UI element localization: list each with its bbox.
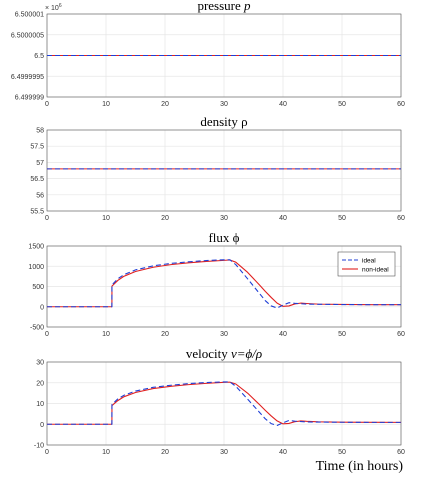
panel-title: pressure p — [197, 0, 251, 13]
series-line-non-ideal — [47, 259, 402, 308]
x-tick-label: 50 — [338, 101, 346, 108]
x-tick-label: 20 — [161, 101, 169, 108]
x-tick-label: 60 — [397, 215, 405, 222]
series-line-ideal — [47, 381, 401, 427]
y-tick-label: 20 — [36, 380, 44, 387]
x-tick-label: 10 — [102, 101, 110, 108]
y-tick-label: -10 — [34, 443, 44, 450]
y-tick-label: 6.5 — [34, 53, 44, 60]
y-tick-label: 1500 — [28, 244, 44, 251]
axes-frame — [46, 129, 402, 212]
x-tick-label: 40 — [279, 101, 287, 108]
y-tick-label: 57 — [36, 160, 44, 167]
x-tick-label: 40 — [279, 331, 287, 338]
chart-panel-2: 0 10 20 30 40 50 60 55.5 56 56.5 57 57.5 58 density ρ — [30, 114, 405, 222]
x-tick-label: 30 — [220, 331, 228, 338]
x-tick-label: 20 — [161, 215, 169, 222]
x-tick-label: 50 — [338, 449, 346, 456]
x-tick-label: 60 — [397, 101, 405, 108]
x-tick-label: 30 — [220, 101, 228, 108]
panel-title: velocity v=ϕ/ρ — [186, 346, 262, 361]
legend-label: ideal — [362, 257, 376, 264]
y-tick-label: 0 — [40, 304, 44, 311]
y-tick-label: 6.500001 — [15, 12, 44, 19]
x-tick-label: 0 — [45, 215, 49, 222]
axes-frame — [46, 245, 402, 328]
y-tick-label: -500 — [30, 325, 44, 332]
x-tick-label: 20 — [161, 331, 169, 338]
y-tick-label: 55.5 — [30, 209, 44, 216]
x-tick-label: 50 — [338, 215, 346, 222]
x-tick-label: 0 — [45, 331, 49, 338]
x-tick-label: 10 — [102, 215, 110, 222]
series-line-ideal — [47, 259, 401, 309]
y-tick-label: 500 — [32, 284, 44, 291]
x-tick-label: 30 — [220, 215, 228, 222]
y-exponent-label: × 106 — [45, 3, 62, 12]
x-tick-label: 20 — [161, 449, 169, 456]
panel-title: flux ϕ — [208, 230, 239, 245]
y-tick-label: 10 — [36, 401, 44, 408]
y-tick-label: 6.5000005 — [11, 32, 44, 39]
y-tick-label: 58 — [36, 128, 44, 135]
legend-box — [337, 251, 396, 277]
y-tick-label: 56 — [36, 192, 44, 199]
legend-label: non-ideal — [362, 266, 389, 273]
x-tick-label: 0 — [45, 101, 49, 108]
legend: ideal non-ideal — [337, 251, 396, 277]
y-tick-label: 6.499999 — [15, 95, 44, 102]
y-tick-label: 56.5 — [30, 176, 44, 183]
y-tick-label: 6.4999995 — [11, 74, 44, 81]
x-tick-label: 40 — [279, 449, 287, 456]
panel-title: density ρ — [200, 114, 247, 129]
x-axis-label: Time (in hours) — [316, 459, 404, 474]
x-tick-label: 60 — [397, 331, 405, 338]
x-tick-label: 0 — [45, 449, 49, 456]
x-tick-label: 40 — [279, 215, 287, 222]
y-tick-label: 30 — [36, 360, 44, 367]
x-tick-label: 50 — [338, 331, 346, 338]
y-tick-label: 0 — [40, 422, 44, 429]
x-tick-label: 60 — [397, 449, 405, 456]
y-tick-label: 57.5 — [30, 144, 44, 151]
x-tick-label: 10 — [102, 331, 110, 338]
series-line-non-ideal — [47, 381, 402, 425]
y-tick-label: 1000 — [28, 264, 44, 271]
x-tick-label: 10 — [102, 449, 110, 456]
chart-panel-1: 0 10 20 30 40 50 60 6.499999 6.4999995 6.5 6.50000… — [11, 0, 405, 108]
axes-frame — [46, 361, 402, 446]
x-tick-label: 30 — [220, 449, 228, 456]
